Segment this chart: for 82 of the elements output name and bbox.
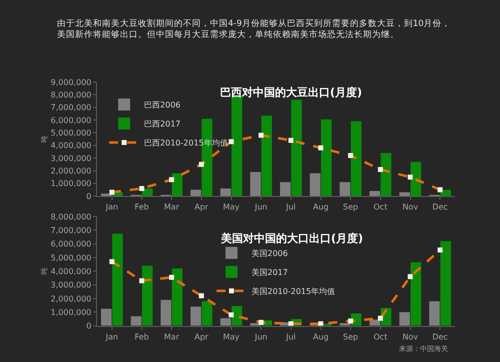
x-tick-label: Oct xyxy=(374,202,388,212)
x-tick-label: Mar xyxy=(164,202,180,212)
y-tick-label: 7,000,000 xyxy=(50,226,92,236)
x-tick-label: Sep xyxy=(343,332,358,342)
x-tick-label: Nov xyxy=(402,202,418,212)
x-tick-label: Aug xyxy=(312,202,329,212)
x-tick-label: Feb xyxy=(134,332,149,342)
bar xyxy=(429,301,440,326)
bar xyxy=(321,119,332,196)
bar xyxy=(130,316,142,326)
y-tick-label: 5,000,000 xyxy=(50,128,92,138)
bar xyxy=(370,191,380,196)
bar xyxy=(202,301,212,326)
y-tick-label: 6,000,000 xyxy=(50,116,92,125)
y-tick-label: 9,000,000 xyxy=(50,78,92,87)
bar xyxy=(410,262,422,326)
bar xyxy=(350,121,362,196)
y-tick-label: 4,000,000 xyxy=(50,266,92,276)
x-tick-label: Aug xyxy=(312,332,329,342)
x-tick-label: Mar xyxy=(164,332,180,342)
y-tick-label: 5,000,000 xyxy=(50,253,92,262)
x-tick-label: Feb xyxy=(134,202,149,212)
bar xyxy=(101,308,112,326)
y-tick-label: 8,000,000 xyxy=(50,90,92,100)
bar xyxy=(220,188,231,196)
x-tick-label: Jun xyxy=(254,332,268,342)
bar xyxy=(440,241,451,326)
bar xyxy=(280,182,291,196)
x-tick-label: Sep xyxy=(343,202,358,212)
x-tick-label: Nov xyxy=(402,332,418,342)
bar xyxy=(160,300,172,326)
legend-label: 美国2017 xyxy=(252,268,288,278)
bar xyxy=(261,116,272,196)
bar xyxy=(112,234,123,326)
text: 美国对中国的大口出口(月度) xyxy=(220,232,364,245)
x-tick-label: Jun xyxy=(254,202,268,212)
x-tick-label: May xyxy=(222,332,240,342)
chart-title: 巴西对中国的大豆出口(月度) xyxy=(220,86,362,99)
y-tick-label: 2,000,000 xyxy=(50,166,92,176)
bar xyxy=(190,306,202,326)
legend-label: 巴西2017 xyxy=(144,120,181,129)
y-tick-label: 6,000,000 xyxy=(50,240,92,249)
x-tick-label: Oct xyxy=(374,332,388,342)
bar xyxy=(250,172,261,196)
bar xyxy=(232,96,242,196)
bar xyxy=(142,188,153,196)
bar xyxy=(172,173,182,196)
bar xyxy=(399,312,410,326)
x-tick-label: Apr xyxy=(194,332,210,342)
bar xyxy=(340,323,350,326)
bar xyxy=(410,162,422,196)
bar xyxy=(190,190,202,196)
bar xyxy=(380,153,392,196)
x-tick-label: Apr xyxy=(194,202,210,212)
y-tick-label: 1,000,000 xyxy=(50,179,92,188)
y-tick-label: 3,000,000 xyxy=(50,154,92,163)
bar xyxy=(172,268,182,326)
bar xyxy=(340,182,350,196)
y-tick-label: 4,000,000 xyxy=(50,141,92,150)
x-tick-label: Dec xyxy=(432,202,448,212)
bar xyxy=(310,173,320,196)
bar xyxy=(142,266,153,326)
x-tick-label: Jan xyxy=(104,202,118,212)
y-tick-label: 3,000,000 xyxy=(50,280,92,290)
bar xyxy=(291,100,302,196)
legend-label: 美国2010-2015年均值 xyxy=(252,287,336,296)
y-tick-label: 0 xyxy=(86,192,92,201)
y-tick-label: 1,000,000 xyxy=(50,308,92,317)
y-tick-label: 2,000,000 xyxy=(50,294,92,304)
bar xyxy=(220,318,231,326)
legend-label: 巴西2006 xyxy=(144,100,181,110)
y-tick-label: 7,000,000 xyxy=(50,103,92,112)
text: 由于北美和南美大豆收割期间的不同，中国4-9月份能够从巴西买到所需要的多数大豆，到10月份，美国新作将能够出口。但中国每月大豆需求庞大，单纯依赖南美市场恐无法长期为继。 xyxy=(57,18,451,40)
x-tick-label: Jul xyxy=(285,332,296,342)
x-tick-label: May xyxy=(222,202,240,212)
x-tick-label: Dec xyxy=(432,332,448,342)
legend-label: 美国2006 xyxy=(252,249,288,258)
y-tick-label: 0 xyxy=(86,322,92,331)
x-tick-label: Jul xyxy=(285,202,296,212)
x-tick-label: Jan xyxy=(104,332,118,342)
bar xyxy=(399,192,410,196)
y-tick-label: 8,000,000 xyxy=(50,212,92,222)
